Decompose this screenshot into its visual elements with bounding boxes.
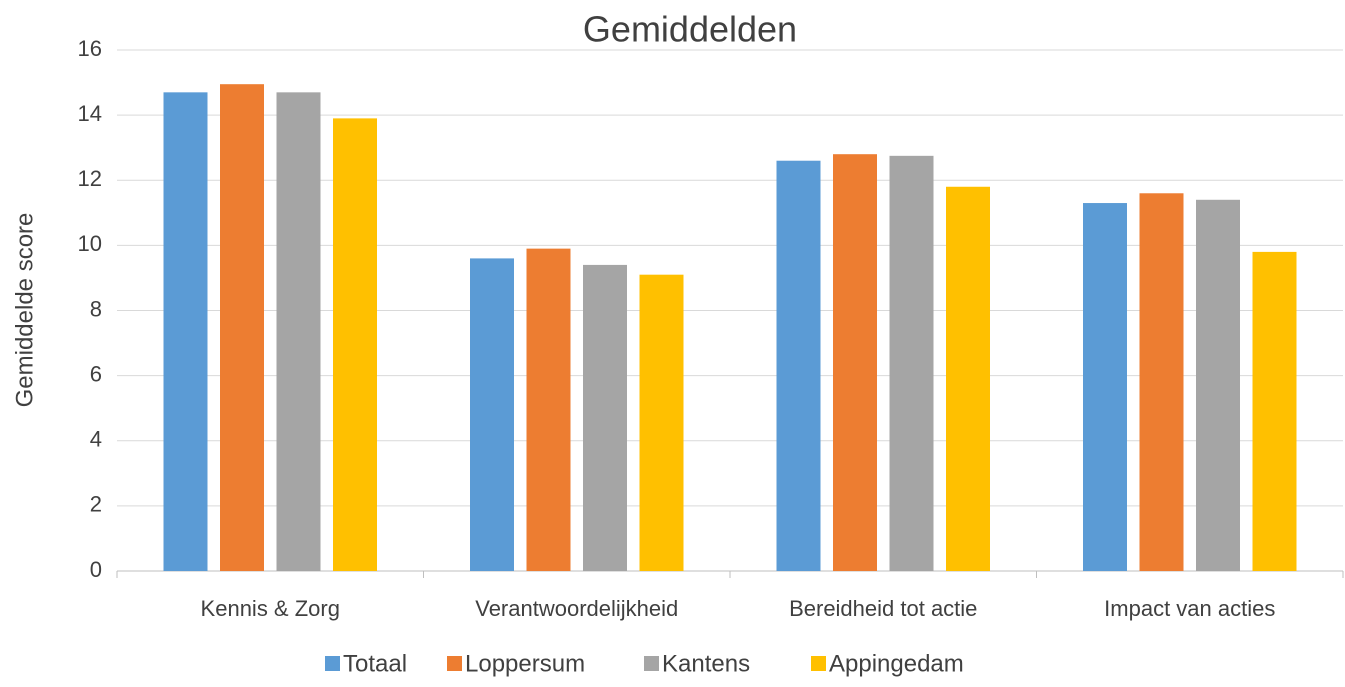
legend-swatch bbox=[447, 656, 462, 671]
legend-label: Kantens bbox=[662, 650, 750, 677]
bar bbox=[776, 160, 821, 571]
legend-label: Appingedam bbox=[829, 650, 964, 677]
bar bbox=[583, 264, 627, 571]
bar bbox=[163, 92, 208, 572]
bar bbox=[470, 258, 514, 571]
y-tick-label: 14 bbox=[78, 101, 102, 126]
y-axis-label: Gemiddelde score bbox=[11, 213, 38, 408]
bar bbox=[833, 154, 877, 571]
y-tick-label: 12 bbox=[78, 166, 102, 191]
bar bbox=[946, 186, 990, 571]
bar bbox=[276, 92, 321, 572]
bar bbox=[1252, 251, 1297, 571]
bar bbox=[333, 118, 377, 571]
legend-swatch bbox=[644, 656, 659, 671]
y-tick-label: 6 bbox=[90, 361, 102, 386]
bar bbox=[220, 84, 264, 572]
x-tick-label: Kennis & Zorg bbox=[201, 596, 340, 621]
y-tick-label: 2 bbox=[90, 492, 102, 517]
bar bbox=[889, 155, 934, 571]
bar bbox=[1083, 203, 1127, 571]
y-tick-label: 10 bbox=[78, 231, 102, 256]
y-tick-label: 0 bbox=[90, 557, 102, 582]
x-tick-label: Verantwoordelijkheid bbox=[475, 596, 678, 621]
y-tick-label: 8 bbox=[90, 296, 102, 321]
chart-title: Gemiddelden bbox=[583, 9, 797, 50]
x-tick-label: Bereidheid tot actie bbox=[789, 596, 977, 621]
bar bbox=[526, 248, 571, 571]
bar bbox=[639, 274, 684, 571]
y-tick-label: 16 bbox=[78, 36, 102, 61]
legend-swatch bbox=[325, 656, 340, 671]
legend-label: Totaal bbox=[343, 650, 407, 677]
legend-label: Loppersum bbox=[465, 650, 585, 677]
legend-swatch bbox=[811, 656, 826, 671]
bar bbox=[1196, 199, 1240, 571]
x-tick-label: Impact van acties bbox=[1104, 596, 1275, 621]
bar bbox=[1139, 193, 1184, 571]
y-tick-label: 4 bbox=[90, 427, 102, 452]
